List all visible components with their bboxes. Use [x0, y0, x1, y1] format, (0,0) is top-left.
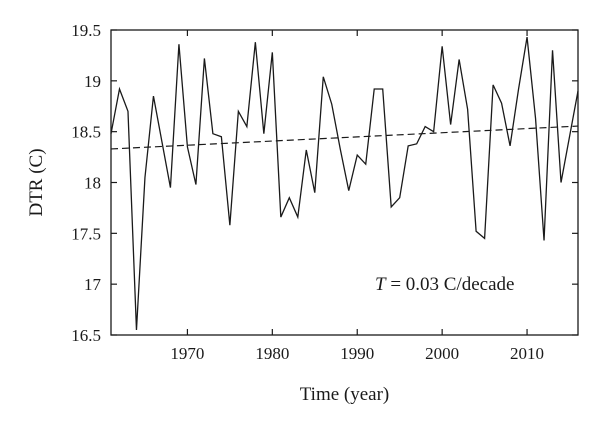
y-tick-label-18: 18: [84, 174, 101, 193]
trend-value: = 0.03 C/decade: [386, 274, 515, 295]
series-layer: [110, 37, 579, 330]
trend-annotation: T = 0.03 C/decade: [375, 274, 514, 295]
trend-line: [110, 125, 579, 150]
x-axis-label: Time (year): [300, 384, 390, 405]
y-tick-label-19: 19: [84, 72, 101, 91]
y-tick-label-17: 17: [84, 275, 102, 294]
x-tick-label-1990: 1990: [340, 344, 374, 363]
y-tick-label-18-5: 18.5: [71, 123, 101, 142]
y-tick-label-19-5: 19.5: [71, 21, 101, 40]
x-tick-label-1970: 1970: [170, 344, 204, 363]
y-tick-label-16-5: 16.5: [71, 326, 101, 345]
dtr-series-line: [110, 37, 579, 330]
x-tick-label-2010: 2010: [510, 344, 544, 363]
y-tick-label-17-5: 17.5: [71, 224, 101, 243]
x-tick-label-2000: 2000: [425, 344, 459, 363]
x-tick-label-1980: 1980: [255, 344, 289, 363]
y-axis-label: DTR (C): [26, 148, 47, 216]
ticks-layer: 1970 1980 1990 2000 2010 16.5 17 17.5 18 18.5 19 19…: [71, 21, 578, 363]
trend-symbol: T: [375, 274, 387, 295]
